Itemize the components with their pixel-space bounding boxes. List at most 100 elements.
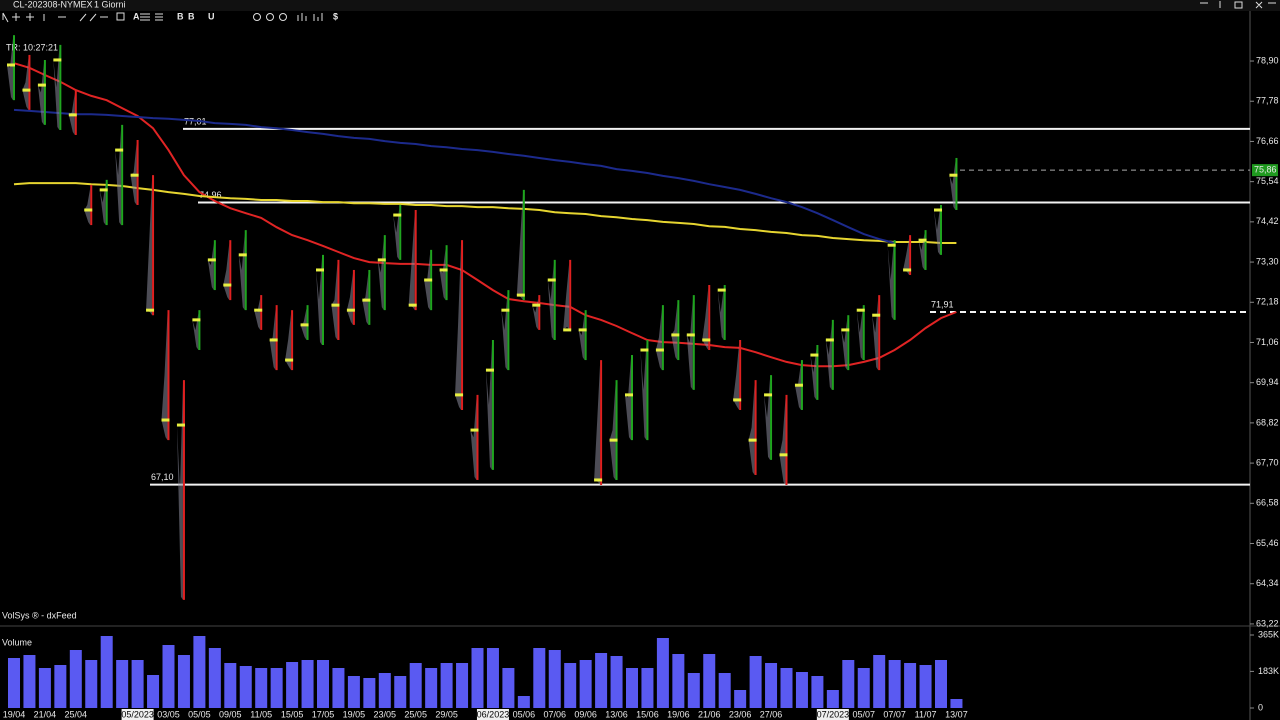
toolbar: CL-202308-NYMEX 1 Giorni A B B U $ [0,0,1280,23]
x-tick-label: 05/06 [513,709,536,719]
draw-tools[interactable] [79,13,108,22]
volume-bar [533,648,546,708]
volume-profile [501,293,508,371]
series-tool[interactable]: B [188,11,195,21]
cross-tool-2[interactable] [26,13,34,21]
volume-bar [857,668,870,708]
volume-bar [193,636,206,708]
volume-profile [748,383,755,475]
bold-tool[interactable]: B [177,11,184,21]
cursor-tool[interactable] [2,12,9,23]
rect-tool[interactable] [116,12,125,21]
toolbar-bg [0,0,1280,11]
volume-profile [53,47,60,130]
volume-profile [238,233,245,311]
x-tick-label: 07/07 [883,709,906,719]
x-tick-label: 23/06 [729,709,752,719]
volume-bar [440,663,453,708]
zoom-out[interactable] [266,13,274,21]
volume-profile [625,358,631,441]
volume-profile [22,57,29,110]
volume-bar [672,654,685,708]
volume-bar [317,660,329,708]
volume-bar [54,665,67,708]
volume-bar [239,666,252,708]
volume-bar [471,648,484,708]
symbol: CL-202308-NYMEX [13,0,93,9]
fib-tools[interactable] [140,13,163,21]
moving-average [13,182,957,244]
volume-bar [595,653,608,708]
volume-profile [810,347,817,400]
dollar-tool[interactable]: $ [333,11,338,21]
volume-bar [795,672,808,708]
volume-profile [934,207,940,255]
y-tick-label: 66,58 [1256,498,1279,508]
x-tick-label: 25/05 [404,709,427,719]
volume-profile [207,243,214,291]
volume-bar [131,660,144,708]
volume-bar [626,668,638,708]
cross-tool[interactable] [12,13,20,21]
volume-bar [162,645,175,708]
volume-profile [686,298,693,390]
zoom-in[interactable] [253,13,261,21]
line-tools[interactable] [43,14,66,21]
volume-bar [610,656,623,708]
volume-profile [455,243,462,410]
x-tick-label: 13/06 [605,709,628,719]
volume-profile [377,238,384,311]
y-tick-label: 64,34 [1256,578,1279,588]
volume-profile [393,207,400,260]
volume-profile [516,192,523,301]
volume-bar [718,673,731,708]
date-highlight [816,709,849,720]
x-tick-label: 07/06 [543,709,566,719]
volume-profile [949,160,956,211]
volume-profile [439,248,446,301]
volume-bar [826,690,839,708]
date-highlight [121,709,154,720]
volume-tick-label: 365K [1258,629,1279,639]
volume-bar [564,663,577,708]
zoom-reset[interactable] [279,13,287,21]
volume-bar [641,668,654,708]
volume-bar [270,668,283,708]
volume-tick-label: 0 [1258,702,1263,712]
volume-bar [409,663,422,708]
volume-profile [192,313,199,351]
volume-profile [176,383,183,600]
chart-type[interactable] [297,13,323,21]
text-tool[interactable]: A [133,11,140,21]
volume-profile [594,363,601,485]
volume-bar [904,663,917,708]
volume-bar [749,656,762,708]
u-tool[interactable]: U [208,11,215,21]
source: VolSys ® - dxFeed [2,610,77,620]
volume-bar [394,676,407,708]
x-tick-label: 06/2023 [477,709,510,719]
volume-profile [563,262,570,330]
volume-bar [177,655,190,708]
volume-profile [717,288,724,340]
x-tick-label: 09/05 [219,709,242,719]
volume-profile [547,262,554,340]
x-tick-label: 11/07 [915,709,937,719]
volume-bar [301,660,314,708]
timeframe: 1 Giorni [94,0,126,9]
volume-profile [316,257,322,345]
date-highlight [476,709,509,720]
last-price-tag [1252,164,1278,177]
volume-bar [517,696,530,708]
volume-profile [779,397,786,485]
window-controls[interactable] [1200,1,1276,9]
volume-bar [38,668,51,708]
volume-profile [331,262,338,340]
volume-profile [918,233,925,270]
volume-bar [579,660,592,708]
volume-profile [470,397,477,480]
volume-bar [842,660,855,708]
volume-bar [456,663,469,708]
